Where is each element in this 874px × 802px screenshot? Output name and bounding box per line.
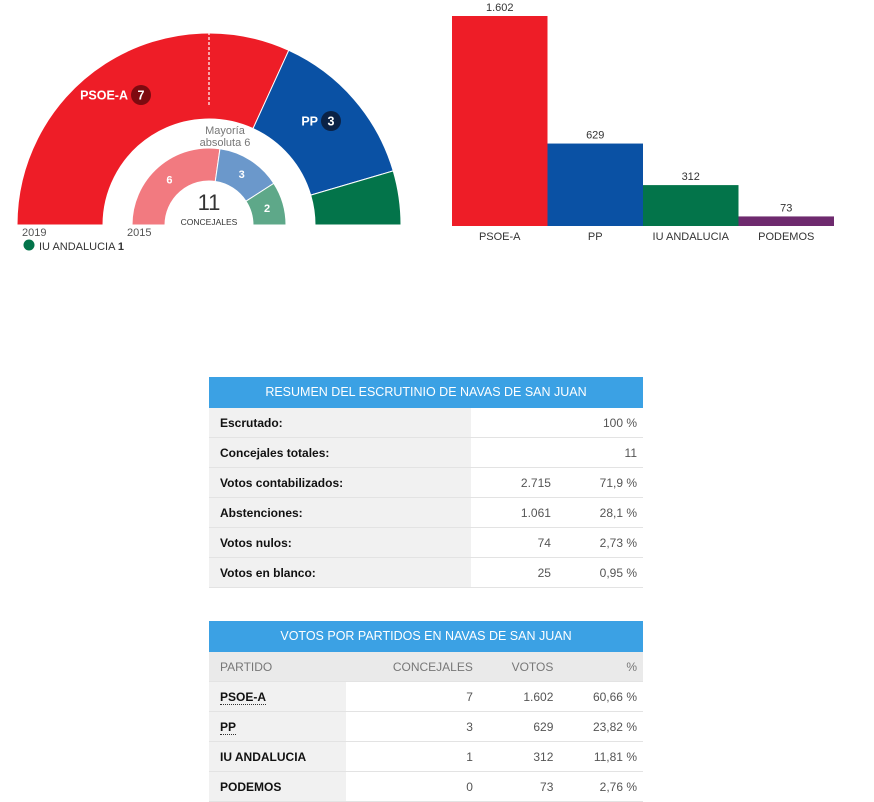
summary-label: Abstenciones:: [209, 497, 471, 528]
summary-table: RESUMEN DEL ESCRUTINIO DE NAVAS DE SAN J…: [209, 377, 643, 588]
party-seats: 3: [346, 711, 479, 742]
party-votes: 312: [478, 741, 560, 772]
svg-text:IU ANDALUCIA 1: IU ANDALUCIA 1: [39, 241, 124, 253]
summary-label: Votos nulos:: [209, 527, 471, 558]
header-party: PARTIDO: [209, 652, 346, 682]
summary-value: [470, 408, 557, 438]
outer-seat-badge: [321, 111, 341, 131]
party-link[interactable]: PSOE-A: [220, 689, 267, 705]
total-seats: 11: [198, 190, 221, 215]
inner-ring-seat-label: 6: [166, 174, 172, 186]
party-name: PODEMOS: [209, 771, 346, 802]
summary-row: Abstenciones: 1.061 28,1 %: [209, 497, 643, 528]
outer-seat-badge: [131, 85, 151, 105]
inner-ring-seat-label: 3: [239, 169, 245, 181]
bar-category-label: PSOE-A: [479, 231, 521, 243]
outer-party-label: PSOE-A: [80, 89, 128, 103]
parties-title: VOTOS POR PARTIDOS EN NAVAS DE SAN JUAN: [209, 621, 643, 652]
legend-party-label: IU ANDALUCIA: [39, 241, 116, 253]
outer-ring-segment: [16, 32, 290, 226]
majority-label-line1: Mayoría: [205, 125, 246, 137]
party-percent: 60,66 %: [559, 681, 643, 712]
inner-ring-seat-label: 2: [264, 203, 270, 215]
party-name-cell: PP: [209, 711, 346, 742]
outer-seat-count: 3: [328, 115, 335, 129]
parties-header-row: PARTIDO CONCEJALES VOTOS %: [209, 652, 643, 682]
summary-row: Concejales totales: 11: [209, 437, 643, 468]
bar: [452, 16, 548, 226]
outer-year-label: 2019: [22, 227, 46, 239]
header-pct: %: [559, 652, 643, 682]
party-percent: 11,81 %: [559, 741, 643, 772]
bar-category-label: PODEMOS: [758, 231, 814, 243]
summary-label: Votos contabilizados:: [209, 467, 471, 498]
outer-party-label: PP: [301, 115, 318, 129]
bar-category-label: PP: [588, 231, 603, 243]
summary-percent: 11: [556, 437, 643, 468]
party-row: PODEMOS 0 73 2,76 %: [209, 771, 643, 802]
party-votes: 1.602: [478, 681, 560, 712]
party-seats: 0: [346, 771, 479, 802]
inner-ring-segment: [245, 182, 287, 226]
summary-label: Escrutado:: [209, 408, 471, 438]
party-seats: 1: [346, 741, 479, 772]
party-percent: 23,82 %: [559, 711, 643, 742]
bar: [643, 185, 739, 226]
summary-row: Votos en blanco: 25 0,95 %: [209, 557, 643, 588]
party-row: PP 3 629 23,82 %: [209, 711, 643, 742]
summary-label: Votos en blanco:: [209, 557, 471, 588]
summary-percent: 28,1 %: [556, 497, 643, 528]
parties-table: VOTOS POR PARTIDOS EN NAVAS DE SAN JUAN …: [209, 621, 643, 802]
inner-ring-segment: [131, 147, 221, 226]
inner-ring-2015: 6 3 2: [131, 147, 287, 226]
summary-title: RESUMEN DEL ESCRUTINIO DE NAVAS DE SAN J…: [209, 377, 643, 408]
party-name-cell: PSOE-A: [209, 681, 346, 712]
outer-ring-segment: [310, 170, 402, 226]
summary-value: 1.061: [470, 497, 557, 528]
summary-percent: 100 %: [556, 408, 643, 438]
summary-percent: 2,73 %: [556, 527, 643, 558]
majority-label-line2: absoluta 6: [200, 137, 251, 149]
bar-value-label: 629: [586, 130, 604, 142]
party-name: IU ANDALUCIA: [209, 741, 346, 772]
summary-row: Votos nulos: 74 2,73 %: [209, 527, 643, 558]
legend-party-seats: 1: [118, 241, 124, 253]
party-row: IU ANDALUCIA 1 312 11,81 %: [209, 741, 643, 772]
bar: [547, 143, 643, 226]
legend-dot-iu: [23, 239, 35, 251]
bar-value-label: 312: [682, 171, 700, 183]
bar-value-label: 73: [780, 202, 792, 214]
summary-value: 25: [470, 557, 557, 588]
header-votes: VOTOS: [478, 652, 560, 682]
header-seats: CONCEJALES: [346, 652, 479, 682]
party-link[interactable]: PP: [220, 719, 237, 735]
seats-hemicycle: 6 3 2 PSOE-A 7 PP 3 Mayoría absoluta 6 11 CON…: [16, 32, 402, 253]
bar-value-label: 1.602: [486, 2, 514, 14]
summary-percent: 0,95 %: [556, 557, 643, 588]
summary-value: 74: [470, 527, 557, 558]
summary-value: 2.715: [470, 467, 557, 498]
outer-seat-count: 7: [138, 89, 145, 103]
party-seats: 7: [346, 681, 479, 712]
party-percent: 2,76 %: [559, 771, 643, 802]
bar-category-label: IU ANDALUCIA: [653, 231, 730, 243]
summary-value: [470, 437, 557, 468]
summary-row: Votos contabilizados: 2.715 71,9 %: [209, 467, 643, 498]
summary-label: Concejales totales:: [209, 437, 471, 468]
summary-row: Escrutado: 100 %: [209, 408, 643, 438]
summary-percent: 71,9 %: [556, 467, 643, 498]
votes-bar-chart: 1.602 PSOE-A 629 PP 312 IU ANDALUCIA 73 PODEMOS: [452, 2, 834, 243]
party-votes: 629: [478, 711, 560, 742]
party-row: PSOE-A 7 1.602 60,66 %: [209, 681, 643, 712]
total-seats-label: CONCEJALES: [181, 217, 238, 227]
inner-year-label: 2015: [127, 227, 151, 239]
party-votes: 73: [478, 771, 560, 802]
bar: [738, 216, 834, 226]
